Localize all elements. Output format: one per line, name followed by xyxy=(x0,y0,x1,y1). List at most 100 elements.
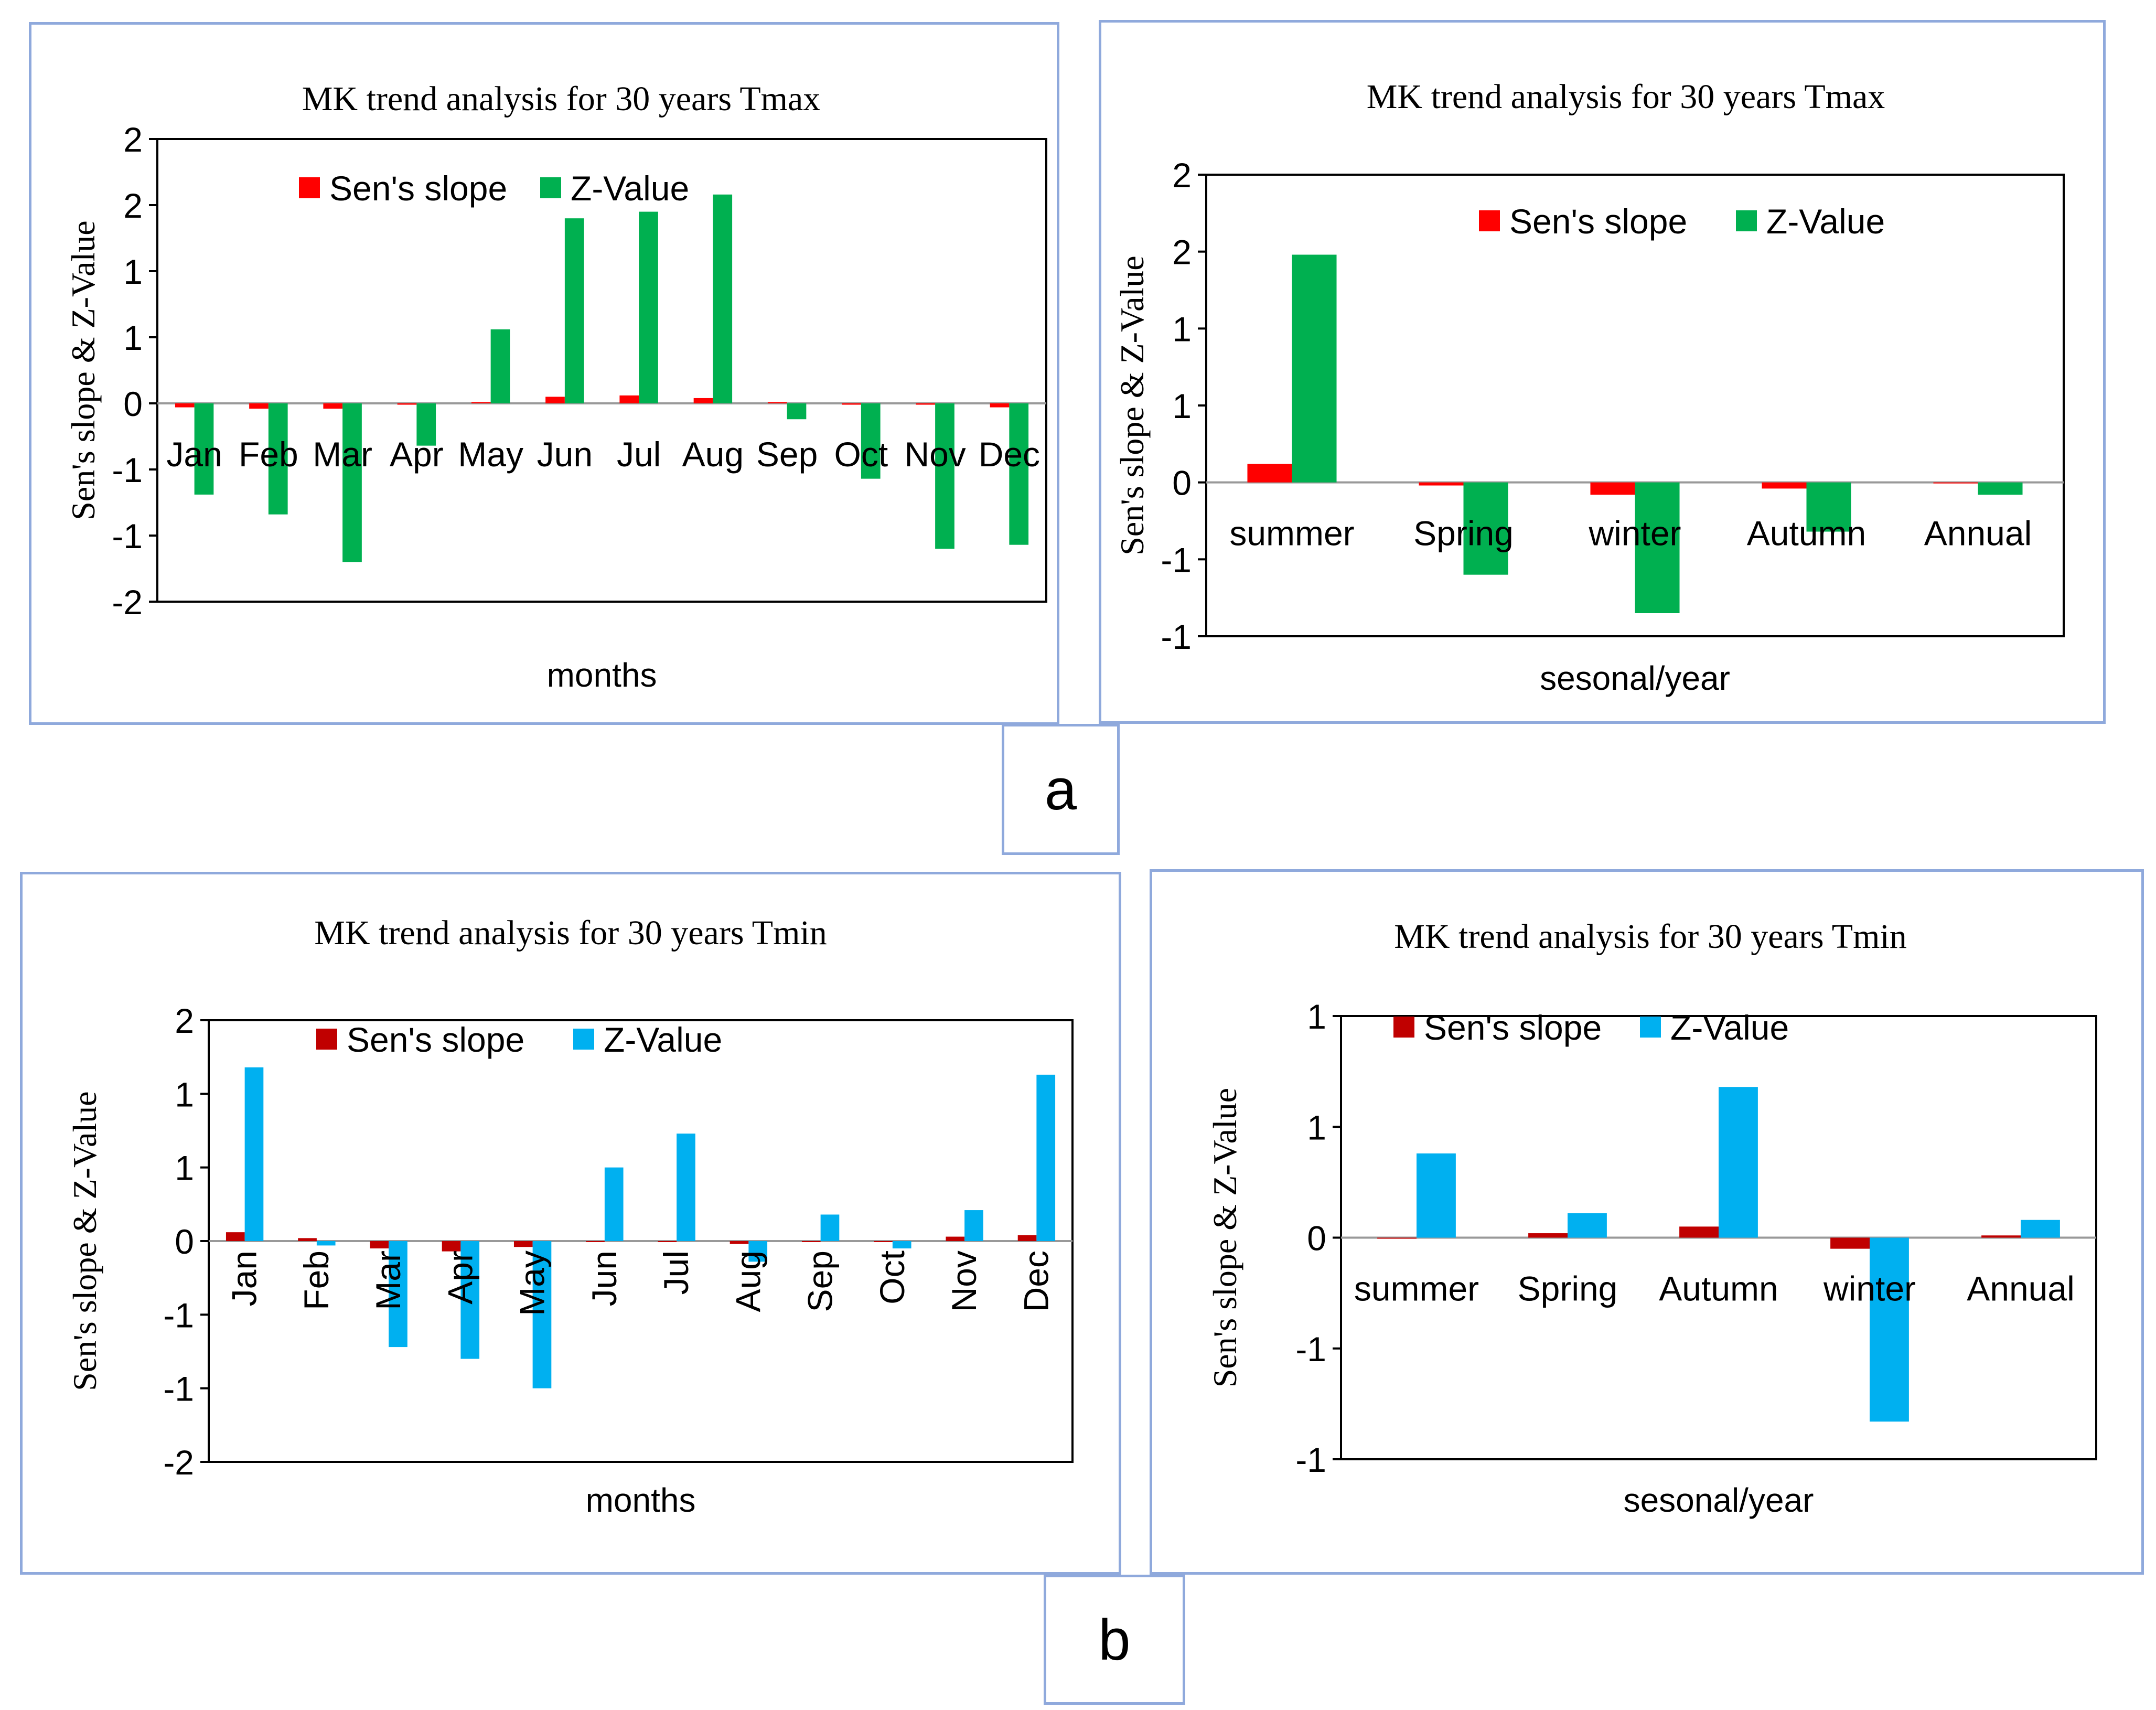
y-tick-label: -2 xyxy=(163,1443,194,1482)
z-value-bar-aug xyxy=(748,1241,768,1262)
x-category-label: Spring xyxy=(1518,1269,1618,1308)
x-category-label: Autumn xyxy=(1659,1269,1778,1308)
y-tick-label: -1 xyxy=(1295,1330,1326,1369)
z-value-bar-may xyxy=(532,1241,552,1388)
legend-swatch-sens-slope xyxy=(1393,1017,1414,1038)
y-tick-label: 2 xyxy=(1172,233,1192,272)
sens-slope-bar-may xyxy=(471,402,491,403)
z-value-bar-aug xyxy=(713,194,733,403)
sens-slope-bar-aug xyxy=(730,1241,749,1244)
y-tick-label: 1 xyxy=(1307,1108,1326,1147)
x-category-label: Annual xyxy=(1924,514,2032,553)
sens-slope-bar-oct xyxy=(842,403,861,405)
y-tick-label: 1 xyxy=(123,318,143,357)
y-tick-label: 2 xyxy=(1172,156,1192,195)
x-category-label: Dec xyxy=(1016,1251,1055,1312)
z-value-bar-may xyxy=(490,329,510,403)
y-axis-label: Sen's slope & Z-Value xyxy=(1206,1088,1243,1387)
sens-slope-bar-dec xyxy=(990,403,1010,408)
sens-slope-bar-winter xyxy=(1590,482,1635,495)
sens-slope-bar-jul xyxy=(619,395,639,403)
sens-slope-bar-jan xyxy=(175,403,195,408)
x-category-label: Dec xyxy=(979,435,1040,474)
y-tick-label: 1 xyxy=(175,1149,194,1188)
z-value-bar-jun xyxy=(604,1167,624,1241)
chart-title: MK trend analysis for 30 years Tmax xyxy=(1367,78,1885,116)
sens-slope-bar-summer xyxy=(1377,1237,1417,1239)
figure-label-b: b xyxy=(1044,1575,1185,1705)
x-category-label: winter xyxy=(1823,1269,1916,1308)
legend-label-sens-slope: Sen's slope xyxy=(329,169,507,208)
sens-slope-bar-autumn xyxy=(1679,1226,1719,1238)
y-tick-label: 1 xyxy=(1172,387,1192,425)
z-value-bar-jul xyxy=(677,1134,695,1241)
chart-title: MK trend analysis for 30 years Tmax xyxy=(302,80,821,118)
legend-label-sens-slope: Sen's slope xyxy=(1424,1008,1602,1047)
x-category-label: Jun xyxy=(585,1251,624,1306)
x-category-label: summer xyxy=(1354,1269,1479,1308)
sens-slope-bar-nov xyxy=(946,1236,965,1241)
z-value-bar-mar xyxy=(342,403,362,562)
legend-label-z-value: Z-Value xyxy=(604,1020,722,1059)
chart-a-seasonal: MK trend analysis for 30 years Tmax -1 -1 0… xyxy=(1113,78,2065,697)
y-tick-label: 1 xyxy=(175,1075,194,1114)
z-value-bar-spring xyxy=(1463,482,1508,575)
x-category-label: Autumn xyxy=(1747,514,1866,553)
plot-area xyxy=(156,138,1047,603)
sens-slope-bar-jul xyxy=(658,1241,677,1242)
x-category-label: Nov xyxy=(945,1251,983,1312)
chart-panel-b-monthly: MK trend analysis for 30 years Tmin -2 -1 -… xyxy=(20,872,1121,1575)
sens-slope-bar-annual xyxy=(1933,482,1978,484)
x-axis-label: sesonal/year xyxy=(1540,659,1730,697)
legend-label-z-value: Z-Value xyxy=(1766,202,1885,241)
y-tick-label: -1 xyxy=(112,517,143,555)
sens-slope-bar-jun xyxy=(545,397,565,403)
sens-slope-bar-dec xyxy=(1017,1235,1037,1241)
x-category-label: May xyxy=(458,435,523,474)
x-category-label: Aug xyxy=(682,435,744,474)
z-value-bar-nov xyxy=(964,1210,983,1241)
z-value-bar-apr xyxy=(460,1241,480,1359)
x-category-label: May xyxy=(513,1251,552,1316)
y-tick-label: 2 xyxy=(123,186,143,225)
legend-swatch-z-value xyxy=(540,177,561,198)
legend-swatch-z-value xyxy=(1640,1017,1661,1038)
x-category-label: Apr xyxy=(441,1251,479,1305)
y-tick-label: 0 xyxy=(1172,464,1192,503)
y-tick-label: -1 xyxy=(163,1370,194,1408)
legend-swatch-sens-slope xyxy=(1479,210,1500,231)
z-value-bar-jun xyxy=(564,218,584,403)
z-value-bar-winter xyxy=(1635,482,1680,613)
chart-title: MK trend analysis for 30 years Tmin xyxy=(1394,917,1907,956)
chart-panel-b-seasonal: MK trend analysis for 30 years Tmin -1 -1 0… xyxy=(1150,869,2144,1575)
sens-slope-bar-spring xyxy=(1528,1233,1568,1238)
sens-slope-bar-summer xyxy=(1247,464,1292,483)
sens-slope-bar-feb xyxy=(249,403,269,409)
legend-swatch-sens-slope xyxy=(299,177,320,198)
y-axis-label: Sen's slope & Z-Value xyxy=(1113,255,1151,555)
chart-b-monthly: MK trend analysis for 30 years Tmin -2 -1 -… xyxy=(66,914,1074,1519)
z-value-bar-apr xyxy=(416,403,436,446)
z-value-bar-winter xyxy=(1870,1237,1909,1422)
z-value-bar-annual xyxy=(1978,482,2023,495)
sens-slope-bar-mar xyxy=(323,403,343,409)
x-category-label: Jul xyxy=(617,435,661,474)
legend-swatch-sens-slope xyxy=(316,1029,337,1050)
y-tick-label: 1 xyxy=(1172,309,1192,348)
z-value-bar-jul xyxy=(639,211,658,403)
z-value-bar-oct xyxy=(861,403,881,479)
x-category-label: Aug xyxy=(728,1251,767,1312)
legend-label-sens-slope: Sen's slope xyxy=(347,1020,524,1059)
x-axis-label: months xyxy=(547,656,657,694)
z-value-bar-feb xyxy=(268,403,288,515)
x-category-label: Feb xyxy=(239,435,298,474)
legend-label-z-value: Z-Value xyxy=(1670,1008,1789,1047)
z-value-bar-oct xyxy=(892,1241,911,1249)
x-category-label: Mar xyxy=(313,435,372,474)
y-tick-label: 0 xyxy=(175,1222,194,1261)
y-tick-label: -1 xyxy=(1161,540,1192,579)
x-category-label: Mar xyxy=(369,1251,407,1310)
z-value-bar-feb xyxy=(316,1241,336,1246)
x-category-label: Oct xyxy=(873,1251,911,1305)
y-tick-label: -1 xyxy=(112,451,143,489)
